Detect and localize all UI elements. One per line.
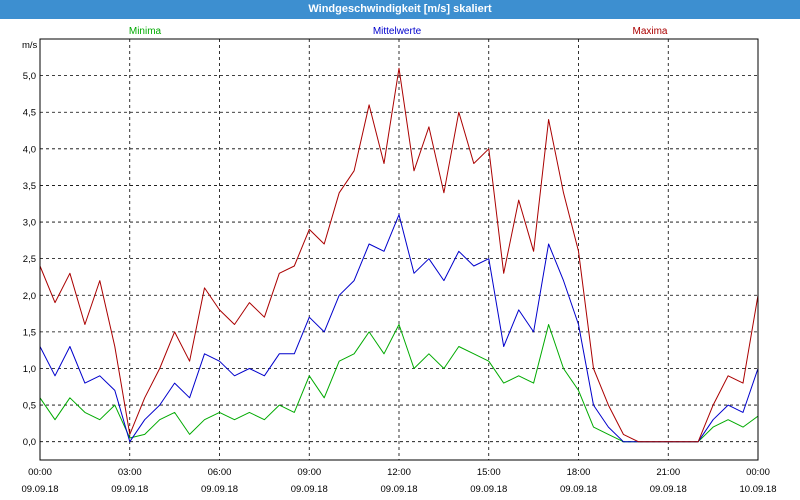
- legend-label-mittelwerte: Mittelwerte: [373, 26, 422, 37]
- y-tick-label: 2,5: [23, 254, 36, 265]
- y-tick-label: 0,0: [23, 437, 36, 448]
- x-tick-time: 03:00: [118, 467, 142, 478]
- x-tick-date: 09.09.18: [470, 484, 507, 495]
- x-tick-date: 09.09.18: [111, 484, 148, 495]
- line-chart: 0,00,51,01,52,02,53,03,54,04,55,0 00:000…: [22, 26, 777, 495]
- y-tick-label: 4,0: [23, 144, 36, 155]
- x-tick-date: 09.09.18: [381, 484, 418, 495]
- y-tick-label: 2,0: [23, 291, 36, 302]
- y-axis-label: m/s: [22, 40, 38, 51]
- grid: [40, 39, 758, 460]
- x-tick-time: 21:00: [656, 467, 680, 478]
- x-tick-time: 00:00: [28, 467, 52, 478]
- y-tick-label: 1,0: [23, 364, 36, 375]
- x-tick-date: 10.09.18: [740, 484, 777, 495]
- y-tick-label: 3,5: [23, 181, 36, 192]
- y-tick-label: 0,5: [23, 401, 36, 412]
- x-tick-date: 09.09.18: [22, 484, 59, 495]
- x-tick-time: 12:00: [387, 467, 411, 478]
- legend: Minima Mittelwerte Maxima: [129, 26, 668, 37]
- chart-title: Windgeschwindigkeit [m/s] skaliert: [0, 0, 800, 19]
- x-axis: 00:00 09.09.18 03:00 09.09.18 06:00 09.09.18 0…: [22, 467, 777, 495]
- x-tick-date: 09.09.18: [650, 484, 687, 495]
- x-tick-time: 09:00: [297, 467, 321, 478]
- y-tick-label: 4,5: [23, 108, 36, 119]
- plot-frame: [39, 38, 759, 461]
- y-tick-label: 5,0: [23, 71, 36, 82]
- x-tick-time: 18:00: [567, 467, 591, 478]
- x-tick-date: 09.09.18: [291, 484, 328, 495]
- legend-label-minima: Minima: [129, 26, 162, 37]
- y-tick-label: 1,5: [23, 327, 36, 338]
- y-tick-label: 3,0: [23, 218, 36, 229]
- x-tick-date: 09.09.18: [560, 484, 597, 495]
- x-tick-date: 09.09.18: [201, 484, 238, 495]
- series-layer: [39, 67, 759, 443]
- x-tick-time: 15:00: [477, 467, 501, 478]
- legend-label-maxima: Maxima: [632, 26, 667, 37]
- series-line-maxima: [39, 67, 759, 443]
- x-tick-time: 06:00: [208, 467, 232, 478]
- y-axis: 0,0 0,5 1,0 1,5 2,0 2,5 3,0 3,5 4,0 4,5 5,0: [23, 71, 36, 448]
- x-tick-time: 00:00: [746, 467, 770, 478]
